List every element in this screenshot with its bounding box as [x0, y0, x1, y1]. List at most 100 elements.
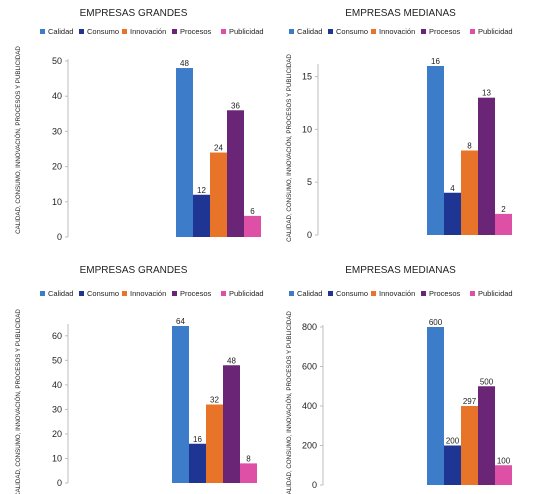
y-tick-label: 60: [52, 331, 62, 341]
y-tick-label: 10: [302, 124, 312, 134]
y-tick-label: 600: [302, 362, 317, 372]
legend-swatch: [79, 29, 84, 34]
chart-panel-medianas-top: EMPRESAS MEDIANAS Calidad Consumo Innovació…: [267, 0, 534, 247]
bar-publicidad: [244, 215, 261, 237]
y-axis-label: CALIDAD, CONSUMO, INNOVACIÓN, PROCESOS Y…: [286, 311, 293, 494]
y-tick-label: 0: [57, 478, 62, 488]
chart-svg: EMPRESAS GRANDES Calidad Consumo Innovación…: [15, 265, 264, 494]
bar-calidad: [172, 326, 189, 483]
legend-swatch: [371, 29, 376, 34]
data-label: 36: [231, 101, 240, 110]
bar-innovacion: [461, 406, 478, 485]
y-tick-label: 0: [312, 480, 317, 490]
bar-publicidad: [495, 465, 512, 485]
data-label: 16: [193, 435, 202, 444]
data-label: 297: [463, 397, 477, 406]
data-label: 500: [480, 377, 494, 386]
chart-panel-grandes-bottom: EMPRESAS GRANDES Calidad Consumo Innovación…: [0, 247, 267, 494]
chart-title: EMPRESAS MEDIANAS: [345, 8, 456, 19]
legend-swatch: [371, 291, 376, 296]
data-label: 8: [246, 454, 251, 463]
legend-swatch: [470, 29, 475, 34]
bar-calidad: [427, 327, 444, 485]
legend-swatch: [289, 29, 294, 34]
y-tick-label: 50: [52, 355, 62, 365]
legend-swatch: [221, 29, 226, 34]
legend-entry: Publicidad: [478, 289, 513, 298]
legend-entry: Publicidad: [229, 289, 264, 298]
y-tick-label: 20: [52, 162, 62, 172]
legend-swatch: [122, 291, 127, 296]
bar-consumo: [444, 445, 461, 485]
legend-entry: Procesos: [180, 289, 212, 298]
legend-entry: Calidad: [48, 27, 73, 36]
bar-innovacion: [461, 150, 478, 235]
legend-entry: Procesos: [429, 27, 461, 36]
data-label: 4: [450, 184, 455, 193]
bar-procesos: [223, 365, 240, 483]
chart-panel-medianas-bottom: EMPRESAS MEDIANAS Calidad Consumo Innovació…: [267, 247, 534, 494]
chart-panel-grandes-top: EMPRESAS GRANDES Calidad Consumo Innovación…: [0, 0, 267, 247]
data-label: 8: [467, 142, 472, 151]
y-tick-label: 10: [52, 453, 62, 463]
chart-svg: EMPRESAS GRANDES Calidad Consumo Innovación…: [15, 8, 264, 242]
legend-entry: Consumo: [336, 289, 368, 298]
bar-consumo: [444, 192, 461, 235]
bar-procesos: [478, 386, 495, 485]
legend-swatch: [172, 29, 177, 34]
y-tick-label: 40: [52, 380, 62, 390]
chart-svg: EMPRESAS MEDIANAS Calidad Consumo Innovació…: [286, 8, 513, 242]
legend-swatch: [470, 291, 475, 296]
y-axis-label: CALIDAD, CONSUMO, INNOVACIÓN, PROCESOS Y…: [15, 309, 22, 494]
data-label: 16: [431, 57, 440, 66]
data-label: 13: [482, 89, 491, 98]
data-label: 100: [497, 456, 511, 465]
legend-swatch: [328, 291, 333, 296]
y-tick-label: 40: [52, 91, 62, 101]
data-label: 6: [250, 207, 255, 216]
data-label: 64: [176, 317, 185, 326]
legend-entry: Publicidad: [229, 27, 264, 36]
data-label: 2: [501, 205, 506, 214]
y-tick-label: 5: [307, 177, 312, 187]
data-label: 200: [446, 437, 460, 446]
legend-swatch: [421, 29, 426, 34]
bar-calidad: [427, 66, 444, 235]
data-label: 48: [180, 59, 189, 68]
legend-swatch: [328, 29, 333, 34]
y-tick-label: 50: [52, 56, 62, 66]
data-label: 48: [227, 356, 236, 365]
y-tick-label: 10: [52, 197, 62, 207]
y-axis-label: CALIDAD, CONSUMO, INNOVACIÓN, PROCESOS Y…: [286, 54, 293, 242]
bar-publicidad: [240, 463, 257, 483]
bar-innovacion: [210, 152, 227, 237]
legend-entry: Consumo: [87, 289, 119, 298]
chart-svg: EMPRESAS MEDIANAS Calidad Consumo Innovació…: [286, 265, 513, 494]
y-tick-label: 0: [57, 232, 62, 242]
legend-entry: Consumo: [336, 27, 368, 36]
legend-entry: Calidad: [297, 289, 322, 298]
legend-swatch: [40, 29, 45, 34]
y-tick-label: 200: [302, 441, 317, 451]
legend-entry: Innovación: [379, 27, 415, 36]
data-label: 32: [210, 396, 219, 405]
bar-consumo: [193, 194, 210, 237]
legend-swatch: [221, 291, 226, 296]
y-tick-label: 800: [302, 322, 317, 332]
bar-procesos: [478, 97, 495, 235]
bar-consumo: [189, 443, 206, 483]
y-tick-label: 20: [52, 429, 62, 439]
bar-calidad: [176, 68, 193, 237]
bar-innovacion: [206, 404, 223, 483]
legend-entry: Publicidad: [478, 27, 513, 36]
data-label: 24: [214, 144, 223, 153]
legend-entry: Consumo: [87, 27, 119, 36]
data-label: 600: [429, 318, 443, 327]
legend-swatch: [421, 291, 426, 296]
legend-swatch: [289, 291, 294, 296]
y-axis-label: CALIDAD, CONSUMO, INNOVACIÓN, PROCESOS Y…: [15, 46, 22, 234]
legend-swatch: [79, 291, 84, 296]
data-label: 12: [197, 186, 206, 195]
y-tick-label: 30: [52, 404, 62, 414]
chart-title: EMPRESAS MEDIANAS: [345, 265, 456, 276]
